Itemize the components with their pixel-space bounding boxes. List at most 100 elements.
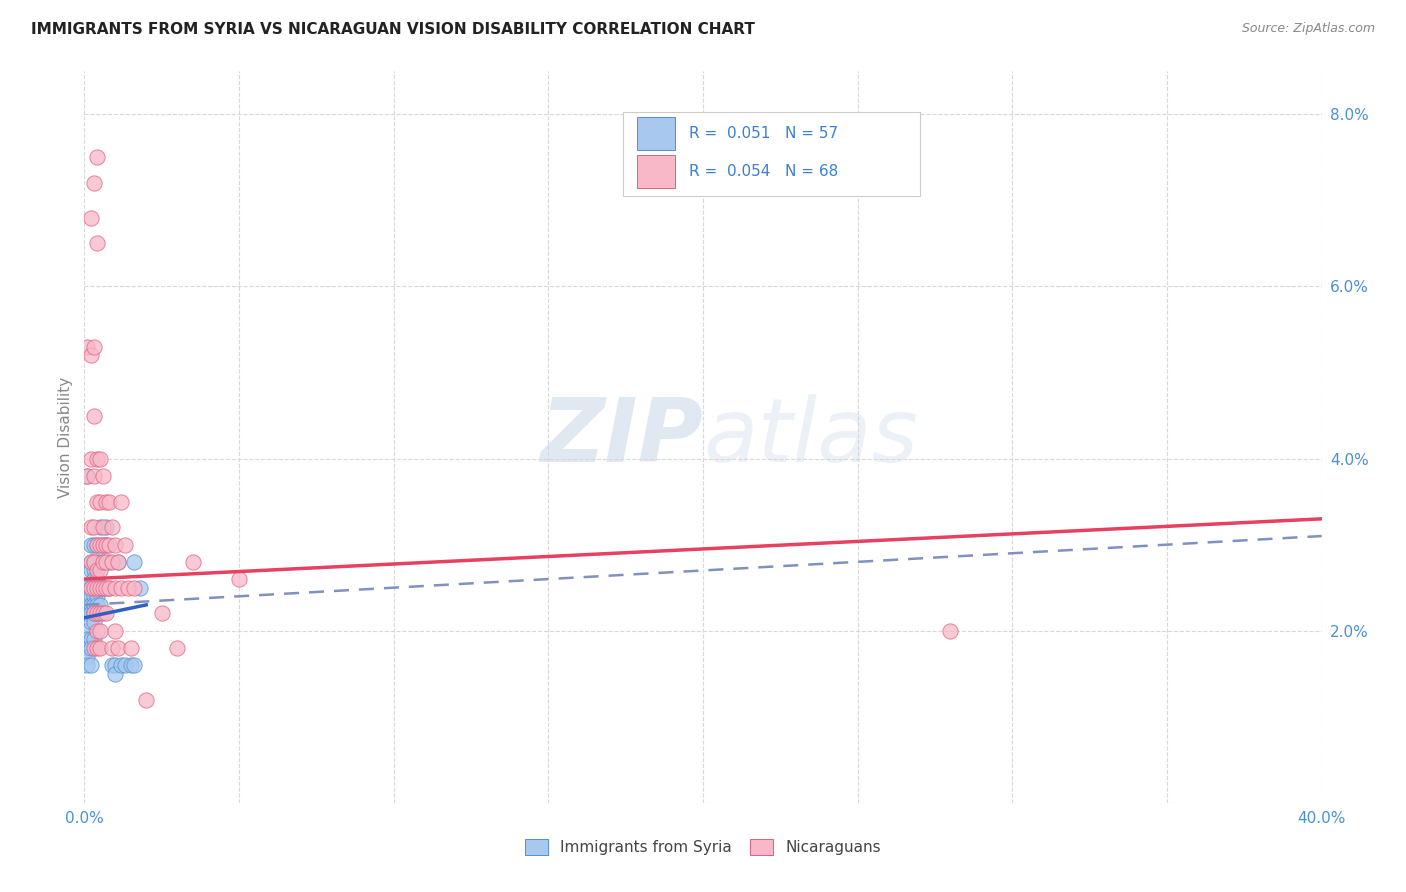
- Point: [83, 538, 105, 552]
- Point: [86, 451, 108, 466]
- Point: [89, 564, 111, 578]
- Point: [76, 632, 98, 647]
- Point: [79, 640, 101, 655]
- Point: [86, 150, 108, 164]
- Point: [83, 640, 105, 655]
- Point: [79, 615, 101, 629]
- Point: [939, 624, 962, 638]
- Y-axis label: Vision Disability: Vision Disability: [58, 376, 73, 498]
- Point: [79, 564, 101, 578]
- Point: [79, 581, 101, 595]
- Point: [83, 598, 105, 612]
- Point: [76, 468, 98, 483]
- Point: [86, 607, 108, 621]
- Point: [91, 555, 114, 569]
- Point: [79, 589, 101, 603]
- Point: [91, 520, 114, 534]
- Bar: [637, 117, 675, 150]
- Point: [86, 607, 108, 621]
- Point: [98, 538, 121, 552]
- Point: [79, 451, 101, 466]
- Point: [83, 555, 105, 569]
- Point: [83, 564, 105, 578]
- Point: [89, 451, 111, 466]
- Point: [83, 555, 105, 569]
- Point: [101, 555, 124, 569]
- Point: [91, 607, 114, 621]
- Point: [98, 581, 121, 595]
- Point: [122, 555, 145, 569]
- Text: atlas: atlas: [703, 394, 918, 480]
- Point: [86, 581, 108, 595]
- Text: R =  0.051   N = 57: R = 0.051 N = 57: [689, 126, 838, 141]
- Point: [94, 520, 117, 534]
- Point: [104, 581, 127, 595]
- FancyBboxPatch shape: [623, 112, 920, 195]
- Point: [86, 236, 108, 251]
- Point: [79, 211, 101, 225]
- Point: [89, 538, 111, 552]
- Point: [86, 494, 108, 508]
- Legend: Immigrants from Syria, Nicaraguans: Immigrants from Syria, Nicaraguans: [519, 833, 887, 861]
- Text: ZIP: ZIP: [540, 393, 703, 481]
- Point: [98, 555, 121, 569]
- Point: [91, 581, 114, 595]
- Point: [166, 640, 188, 655]
- Text: Source: ZipAtlas.com: Source: ZipAtlas.com: [1241, 22, 1375, 36]
- Point: [83, 468, 105, 483]
- Point: [104, 538, 127, 552]
- Point: [79, 520, 101, 534]
- Point: [101, 520, 124, 534]
- Point: [79, 581, 101, 595]
- Point: [150, 607, 173, 621]
- Point: [76, 598, 98, 612]
- Text: IMMIGRANTS FROM SYRIA VS NICARAGUAN VISION DISABILITY CORRELATION CHART: IMMIGRANTS FROM SYRIA VS NICARAGUAN VISI…: [31, 22, 755, 37]
- Point: [120, 658, 142, 673]
- Point: [114, 658, 136, 673]
- Point: [104, 666, 127, 681]
- Point: [83, 409, 105, 423]
- Point: [86, 564, 108, 578]
- Point: [89, 520, 111, 534]
- Point: [86, 538, 108, 552]
- Point: [86, 538, 108, 552]
- Point: [135, 692, 157, 706]
- Point: [89, 555, 111, 569]
- Point: [83, 520, 105, 534]
- Point: [83, 607, 105, 621]
- Point: [89, 581, 111, 595]
- Point: [86, 589, 108, 603]
- Point: [76, 649, 98, 664]
- Point: [86, 640, 108, 655]
- Point: [94, 538, 117, 552]
- Point: [120, 640, 142, 655]
- Point: [114, 538, 136, 552]
- Point: [83, 572, 105, 586]
- Point: [76, 340, 98, 354]
- Point: [86, 572, 108, 586]
- Point: [86, 555, 108, 569]
- Point: [76, 581, 98, 595]
- Point: [83, 581, 105, 595]
- Point: [79, 607, 101, 621]
- Point: [228, 572, 250, 586]
- Point: [89, 607, 111, 621]
- Point: [83, 615, 105, 629]
- Point: [98, 581, 121, 595]
- Point: [76, 658, 98, 673]
- Point: [110, 494, 132, 508]
- Point: [76, 640, 98, 655]
- Point: [98, 494, 121, 508]
- Point: [79, 658, 101, 673]
- Point: [76, 468, 98, 483]
- Point: [91, 468, 114, 483]
- Point: [79, 632, 101, 647]
- Point: [91, 581, 114, 595]
- Point: [110, 581, 132, 595]
- Point: [129, 581, 152, 595]
- Point: [86, 624, 108, 638]
- Point: [89, 494, 111, 508]
- Point: [76, 607, 98, 621]
- Point: [79, 555, 101, 569]
- Point: [83, 581, 105, 595]
